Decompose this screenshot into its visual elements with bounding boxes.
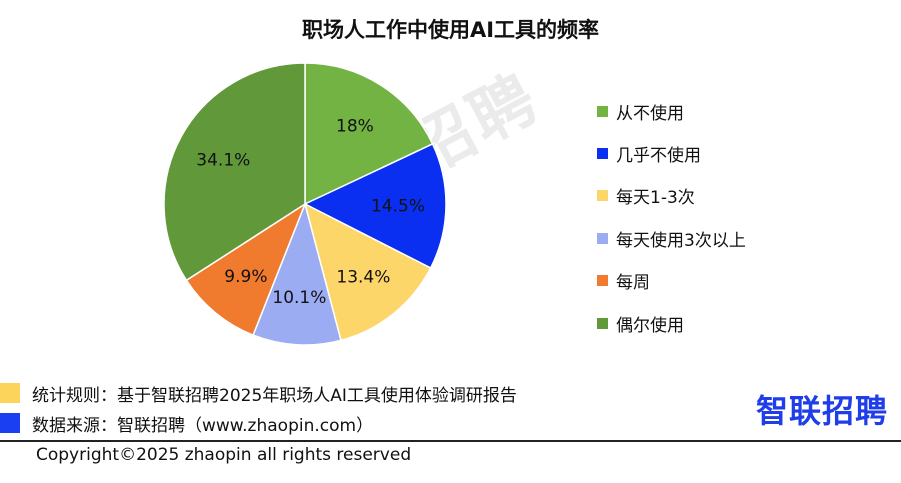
footnote-marker [0, 383, 20, 403]
legend-swatch [597, 105, 608, 117]
footnote-marker [0, 413, 20, 433]
footnotes: 统计规则：基于智联招聘2025年职场人AI工具使用体验调研报告 数据来源：智联招… [0, 378, 517, 438]
brand-logo: 智联招聘 [756, 392, 889, 430]
pie-value-label: 34.1% [196, 150, 250, 170]
pie-value-label: 13.4% [336, 267, 390, 287]
slice-never [304, 62, 434, 206]
slice-daily-1-3 [303, 202, 432, 342]
copyright: Copyright©2025 zhaopin all rights reserv… [36, 445, 412, 465]
pie-labels: 18% 14.5% 13.4% 10.1%9.9% 34.1% [196, 116, 425, 308]
footnote-rule: 统计规则：基于智联招聘2025年职场人AI工具使用体验调研报告 [0, 378, 517, 408]
slice-daily-3-plus [252, 201, 342, 346]
legend-swatch [597, 232, 608, 244]
pie-value-label: 18% [336, 116, 374, 136]
legend-item-never: 从不使用 [597, 90, 746, 132]
pie-value-label: 10.1% [272, 288, 326, 308]
legend-swatch [597, 275, 608, 287]
legend-item-weekly: 每周 [597, 260, 746, 302]
legend-label: 每周 [616, 273, 650, 294]
legend-item-daily-1-3: 每天1-3次 [597, 175, 746, 217]
legend-item-occasionally: 偶尔使用 [597, 302, 746, 344]
legend-swatch [597, 317, 608, 329]
pie-value-label: 9.9% [224, 267, 267, 287]
slice-occasionally [163, 62, 306, 282]
legend-label: 偶尔使用 [616, 315, 684, 336]
pie-value-label: 14.5% [371, 197, 425, 217]
footnote-text: 数据来源：智联招聘（www.zhaopin.com） [32, 415, 374, 436]
legend-swatch [597, 148, 608, 160]
slice-almost-never [303, 142, 447, 270]
legend-swatch [597, 190, 608, 202]
footnote-text: 统计规则：基于智联招聘2025年职场人AI工具使用体验调研报告 [32, 385, 517, 406]
legend-label: 几乎不使用 [616, 146, 701, 167]
legend-label: 每天1-3次 [616, 188, 695, 209]
legend: 从不使用 几乎不使用 每天1-3次 每天使用3次以上 每周 偶尔使用 [597, 90, 746, 344]
legend-label: 每天使用3次以上 [616, 230, 746, 251]
footnote-source: 数据来源：智联招聘（www.zhaopin.com） [0, 408, 517, 438]
legend-item-almost-never: 几乎不使用 [597, 132, 746, 174]
pie-slices [163, 62, 447, 346]
chart-title: 职场人工作中使用AI工具的频率 [301, 18, 600, 42]
legend-label: 从不使用 [616, 103, 684, 124]
divider [0, 440, 901, 442]
legend-item-daily-3-plus: 每天使用3次以上 [597, 217, 746, 259]
slice-weekly [185, 202, 307, 337]
